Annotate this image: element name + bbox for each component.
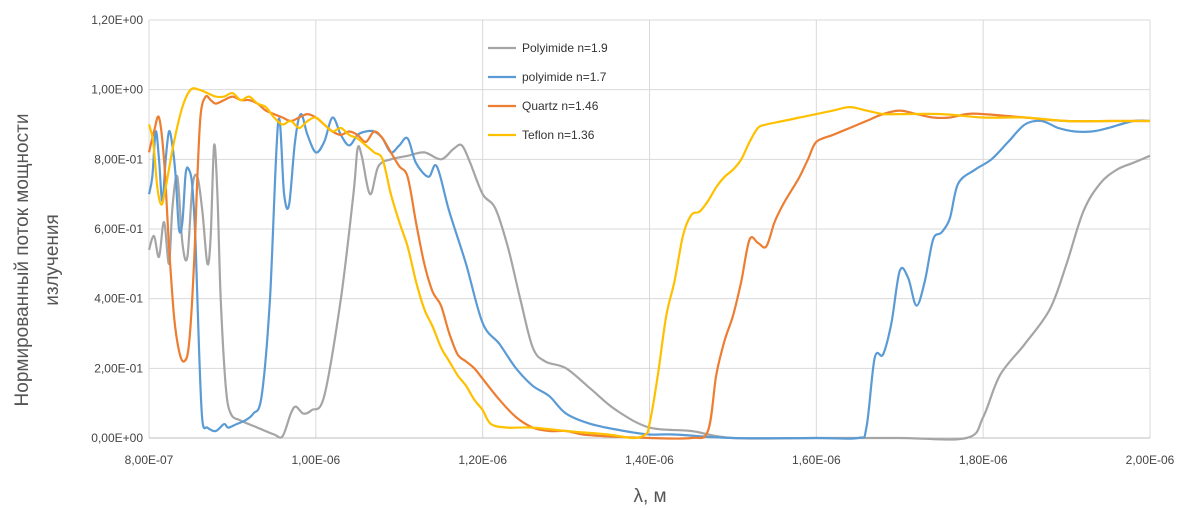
series-line-3 [147,94,1150,440]
series-line-1 [147,143,1151,441]
legend-label: Quartz n=1.46 [522,99,599,113]
series-line-2 [147,112,1151,440]
y-tick-label: 1,20E+00 [91,13,143,27]
series-layer [147,87,1151,441]
y-axis-title-line-1: Нормированный поток мощности [12,114,33,407]
x-tick-label: 1,80E-06 [959,453,1008,467]
series-line-4 [147,87,1150,440]
y-tick-label: 4,00E-01 [94,292,143,306]
x-tick-label: 1,00E-06 [291,453,340,467]
y-axis-title-line-2: излучения [42,214,63,306]
x-tick-label: 1,60E-06 [792,453,841,467]
y-tick-label: 6,00E-01 [94,222,143,236]
x-axis-title: λ, м [633,486,666,507]
y-tick-label: 0,00E+00 [91,431,143,445]
x-tick-label: 2,00E-06 [1126,453,1175,467]
x-tick-label: 1,20E-06 [458,453,507,467]
x-tick-label: 8,00E-07 [125,453,174,467]
x-tick-label: 1,40E-06 [625,453,674,467]
legend-label: Teflon n=1.36 [522,128,595,142]
legend-label: polyimide n=1.7 [522,70,607,84]
y-tick-label: 1,00E+00 [91,83,143,97]
y-tick-label: 2,00E-01 [94,361,143,375]
tick-labels: 0,00E+00 2,00E-01 4,00E-01 6,00E-01 8,00E-01… [91,13,1174,467]
y-tick-label: 8,00E-01 [94,152,143,166]
legend: Polyimide n=1.9 polyimide n=1.7 Quartz n=1… [488,41,608,142]
legend-label: Polyimide n=1.9 [522,41,608,55]
y-axis-title: Нормированный поток мощности излучения [12,114,63,407]
